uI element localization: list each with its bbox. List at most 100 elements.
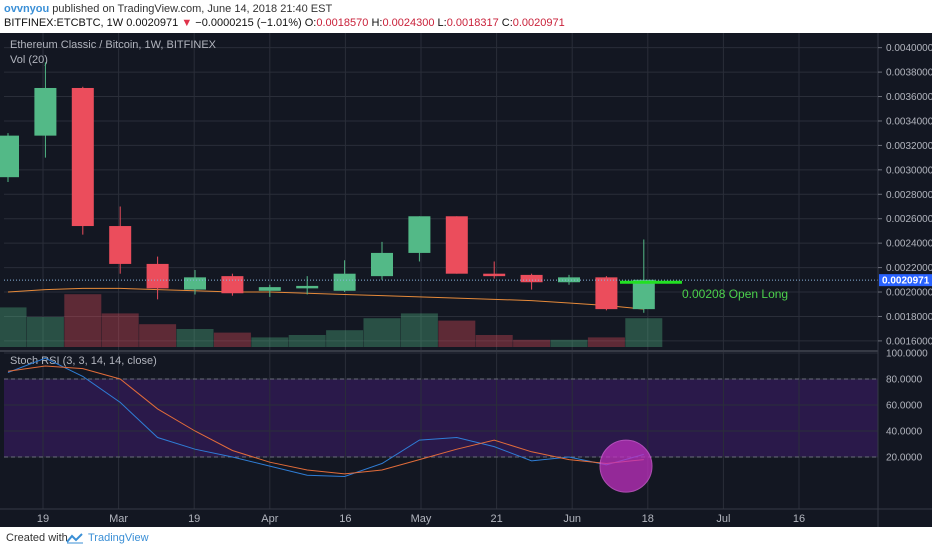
candle-up xyxy=(558,277,580,283)
down-arrow-icon: ▼ xyxy=(181,17,193,29)
chart-svg[interactable]: Ethereum Classic / Bitcoin, 1W, BITFINEX… xyxy=(0,33,932,527)
price-tick-label: 0.0028000 xyxy=(886,190,932,201)
price-tick-label: 0.0038000 xyxy=(886,68,932,79)
price-tick-label: 0.0016000 xyxy=(886,336,932,347)
price-tick-label: 0.0040000 xyxy=(886,43,932,54)
created-with-label: Created with xyxy=(6,532,68,544)
price-change: −0.0000215 (−1.01%) xyxy=(195,17,302,29)
author-link[interactable]: ovvnyou xyxy=(4,3,50,15)
rsi-tick-label: 100.0000 xyxy=(886,349,928,360)
time-tick-label: 16 xyxy=(339,513,351,525)
main-pane-title: Ethereum Classic / Bitcoin, 1W, BITFINEX xyxy=(10,39,217,51)
candle-up xyxy=(371,252,393,277)
open-long-annotation: 0.00208 Open Long xyxy=(682,287,788,301)
chart-header: ovvnyou published on TradingView.com, Ju… xyxy=(0,0,932,32)
volume-bar xyxy=(101,313,139,347)
tradingview-logo-icon xyxy=(66,533,83,544)
rsi-tick-label: 80.0000 xyxy=(886,375,923,386)
tradingview-brand-link[interactable]: TradingView xyxy=(88,532,149,544)
candle-down xyxy=(595,277,618,310)
open-value: 0.0018570 xyxy=(316,17,369,29)
candle-down xyxy=(445,216,468,274)
volume-bar xyxy=(513,339,551,347)
candle-up xyxy=(184,277,206,290)
price-tick-label: 0.0034000 xyxy=(886,116,932,127)
volume-bar xyxy=(326,330,364,347)
low-label: L: xyxy=(437,17,447,29)
last-price-tag-label: 0.0020971 xyxy=(882,276,930,287)
ohlc-line: BITFINEX:ETCBTC, 1W 0.0020971 ▼ −0.00002… xyxy=(4,17,565,29)
symbol-label: BITFINEX:ETCBTC, 1W xyxy=(4,17,124,29)
candle-down xyxy=(146,263,169,289)
volume-bar xyxy=(475,335,513,347)
time-tick-label: 19 xyxy=(188,513,200,525)
volume-bar xyxy=(176,329,214,347)
close-label: C: xyxy=(501,17,513,29)
volume-bar xyxy=(213,332,251,347)
highlight-circle xyxy=(599,439,653,493)
overbought-oversold-band xyxy=(4,379,878,457)
publish-line: ovvnyou published on TradingView.com, Ju… xyxy=(4,3,332,15)
volume-ma-line xyxy=(7,287,644,310)
candle-up xyxy=(632,279,655,310)
volume-bar xyxy=(625,318,663,347)
close-value: 0.0020971 xyxy=(512,17,565,29)
volume-bar xyxy=(438,320,476,347)
open-label: O: xyxy=(304,17,317,29)
volume-bar xyxy=(587,337,625,347)
candle-up xyxy=(333,273,356,291)
volume-bar xyxy=(139,324,177,347)
candle-up xyxy=(34,87,57,136)
stoch-rsi-title: Stoch RSI (3, 3, 14, 14, close) xyxy=(10,355,157,367)
high-label: H: xyxy=(371,17,383,29)
volume-bar xyxy=(550,339,588,347)
candle-up xyxy=(296,285,319,289)
candle-up xyxy=(0,135,19,178)
volume-bar xyxy=(0,307,27,347)
footer: Created with TradingView xyxy=(0,527,932,550)
rsi-tick-label: 40.0000 xyxy=(886,427,923,438)
time-tick-label: Mar xyxy=(109,513,128,525)
volume-label: Vol (20) xyxy=(10,54,48,66)
candle-up xyxy=(258,287,281,291)
price-tick-label: 0.0036000 xyxy=(886,92,932,103)
chart-canvas[interactable]: Ethereum Classic / Bitcoin, 1W, BITFINEX… xyxy=(0,33,932,527)
candle-down xyxy=(221,276,244,294)
price-tick-label: 0.0030000 xyxy=(886,165,932,176)
volume-bar xyxy=(64,294,102,347)
time-tick-label: 21 xyxy=(490,513,502,525)
rsi-tick-label: 60.0000 xyxy=(886,401,923,412)
time-tick-label: Jun xyxy=(563,513,581,525)
candle-down xyxy=(109,226,132,264)
volume-bar xyxy=(26,317,64,347)
candle-up xyxy=(408,216,431,253)
candle-down xyxy=(483,273,506,277)
price-tick-label: 0.0024000 xyxy=(886,239,932,250)
volume-bar xyxy=(251,337,289,347)
high-value: 0.0024300 xyxy=(382,17,435,29)
time-tick-label: 18 xyxy=(642,513,654,525)
price-tick-label: 0.0020000 xyxy=(886,288,932,299)
stoch-k-line xyxy=(7,357,644,478)
volume-bar xyxy=(288,335,326,347)
time-tick-label: May xyxy=(411,513,432,525)
publish-info: published on TradingView.com, June 14, 2… xyxy=(52,3,333,15)
price-axis-panel xyxy=(878,33,932,509)
candle-down xyxy=(520,274,543,283)
rsi-tick-label: 20.0000 xyxy=(886,453,923,464)
last-price-tag xyxy=(879,274,932,287)
last-price: 0.0020971 xyxy=(126,17,179,29)
low-value: 0.0018317 xyxy=(446,17,499,29)
price-tick-label: 0.0032000 xyxy=(886,141,932,152)
stoch-d-line xyxy=(7,365,644,475)
candle-down xyxy=(71,87,94,227)
time-tick-label: Apr xyxy=(261,513,278,525)
price-tick-label: 0.0026000 xyxy=(886,214,932,225)
time-tick-label: 19 xyxy=(37,513,49,525)
volume-bar xyxy=(363,318,401,347)
volume-bar xyxy=(400,313,438,347)
price-tick-label: 0.0018000 xyxy=(886,312,932,323)
time-tick-label: Jul xyxy=(716,513,730,525)
price-tick-label: 0.0022000 xyxy=(886,263,932,274)
time-tick-label: 16 xyxy=(793,513,805,525)
